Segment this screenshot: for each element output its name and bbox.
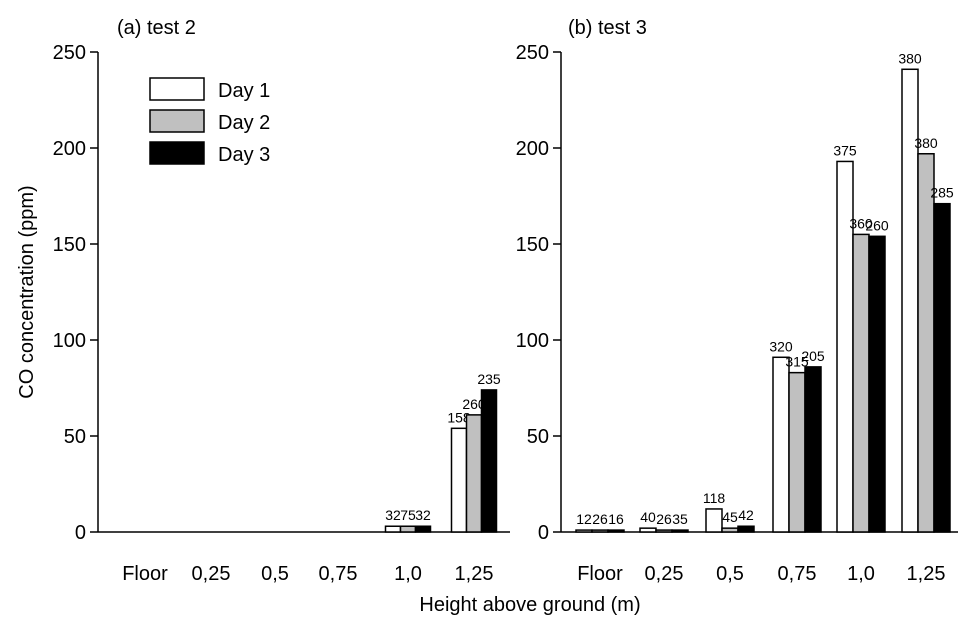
panel-a-data-label: 235 <box>477 371 501 387</box>
panel-b-data-label: 42 <box>738 507 754 523</box>
legend-swatch <box>149 77 205 101</box>
panel-b-data-label: 375 <box>833 142 857 158</box>
panel-b-title: (b) test 3 <box>568 17 647 39</box>
panel-b-y-tick-label: 200 <box>516 138 549 160</box>
panel-b-bar <box>607 529 625 533</box>
panel-a-data-label: 158 <box>447 409 471 425</box>
panel-a-ticks: 0 50 100 150 200 250 Floor 0,25 0,5 0,75 1,0 1,25 <box>53 42 494 585</box>
panel-a-y-tick-label: 0 <box>75 522 86 544</box>
panel-b-x-tick-label: 0,25 <box>645 563 684 585</box>
panel-a-x-tick-label: 1,25 <box>455 563 494 585</box>
panel-a-y-tick-label: 200 <box>53 138 86 160</box>
panel-b-x-tick-label: Floor <box>577 563 623 585</box>
panel-a-bars: 32 158 75 260 32 235 <box>384 371 501 533</box>
panel-b-x-tick-label: 1,25 <box>907 563 946 585</box>
panel-b-bar <box>917 153 935 533</box>
panel-b-bar <box>788 371 806 533</box>
panel-b-data-label: 285 <box>930 185 954 201</box>
panel-b-bar <box>852 233 870 533</box>
panel-a-bar <box>399 525 417 533</box>
panel-b-bar <box>591 529 609 533</box>
panel-b-data-label: 205 <box>801 348 825 364</box>
panel-a-y-tick-label: 150 <box>53 234 86 256</box>
panel-b-bar <box>868 235 886 533</box>
panel-b: (b) test 3 0 50 100 150 200 250 Floor 0,25 0,5 0,… <box>516 17 958 585</box>
panel-b-y-tick-label: 50 <box>527 426 549 448</box>
panel-b-y-tick-label: 150 <box>516 234 549 256</box>
y-axis-title: CO concentration (ppm) <box>16 185 38 398</box>
panel-a-bar <box>480 389 498 533</box>
panel-a-x-tick-label: 0,75 <box>319 563 358 585</box>
panel-b-data-label: 40 <box>640 509 656 525</box>
legend-label: Day 2 <box>218 112 270 134</box>
panel-b-x-tick-label: 0,5 <box>716 563 744 585</box>
panel-b-bar <box>804 366 822 533</box>
legend: Day 1 Day 2 Day 3 <box>149 77 270 166</box>
panel-a-bar <box>450 427 468 533</box>
panel-b-bar <box>655 529 673 533</box>
legend-swatch <box>149 109 205 133</box>
panel-a-data-label: 75 <box>400 507 416 523</box>
panel-a-x-tick-label: Floor <box>122 563 168 585</box>
panel-b-data-label: 260 <box>865 217 889 233</box>
panel-b-data-label: 16 <box>608 511 624 527</box>
panel-b-bars: 12 40 118 320 375 380 26 26 45 315 360 380 16 35 42 205… <box>575 50 954 533</box>
panel-b-bar <box>721 527 739 533</box>
panel-b-y-tick-label: 0 <box>538 522 549 544</box>
panel-a-data-label: 260 <box>462 396 486 412</box>
panel-b-bar <box>671 529 689 533</box>
panel-b-bar <box>772 356 790 533</box>
panel-b-data-label: 12 <box>576 511 592 527</box>
legend-label: Day 3 <box>218 144 270 166</box>
panel-a-title: (a) test 2 <box>117 17 196 39</box>
x-axis-title: Height above ground (m) <box>419 594 640 616</box>
panel-a: (a) test 2 0 50 100 150 200 250 Floor 0,25 0,5 0,… <box>53 17 510 585</box>
panel-b-data-label: 320 <box>769 338 793 354</box>
panel-b-data-label: 380 <box>898 50 922 66</box>
panel-a-y-tick-label: 50 <box>64 426 86 448</box>
panel-a-y-tick-label: 250 <box>53 42 86 64</box>
panel-b-y-tick-label: 100 <box>516 330 549 352</box>
panel-b-data-label: 118 <box>703 490 726 506</box>
panel-a-bar <box>384 525 402 533</box>
panel-a-bar <box>414 525 432 533</box>
panel-a-data-label: 32 <box>385 507 401 523</box>
panel-a-y-tick-label: 100 <box>53 330 86 352</box>
panel-b-bar <box>705 508 723 533</box>
panel-b-bar <box>575 529 593 533</box>
panel-b-ticks: 0 50 100 150 200 250 Floor 0,25 0,5 0,75 1,0 1,25 <box>516 42 946 585</box>
panel-b-data-label: 35 <box>672 511 688 527</box>
panel-b-data-label: 315 <box>785 354 809 370</box>
panel-b-data-label: 360 <box>849 215 873 231</box>
panel-a-x-tick-label: 1,0 <box>394 563 422 585</box>
panel-b-bar <box>933 202 951 533</box>
panel-b-data-label: 45 <box>722 509 738 525</box>
panel-b-x-tick-label: 1,0 <box>847 563 875 585</box>
panel-a-x-tick-label: 0,5 <box>261 563 289 585</box>
panel-b-x-tick-label: 0,75 <box>778 563 817 585</box>
panel-b-bar <box>737 525 755 533</box>
panel-b-data-label: 26 <box>656 511 672 527</box>
legend-swatch <box>149 141 205 165</box>
panel-b-bar <box>639 527 657 533</box>
panel-b-y-tick-label: 250 <box>516 42 549 64</box>
panel-a-bar <box>465 414 483 533</box>
panel-a-data-label: 32 <box>415 507 431 523</box>
panel-b-data-label: 380 <box>914 135 938 151</box>
panel-b-data-label: 26 <box>592 511 608 527</box>
legend-label: Day 1 <box>218 80 270 102</box>
panel-a-x-tick-label: 0,25 <box>192 563 231 585</box>
